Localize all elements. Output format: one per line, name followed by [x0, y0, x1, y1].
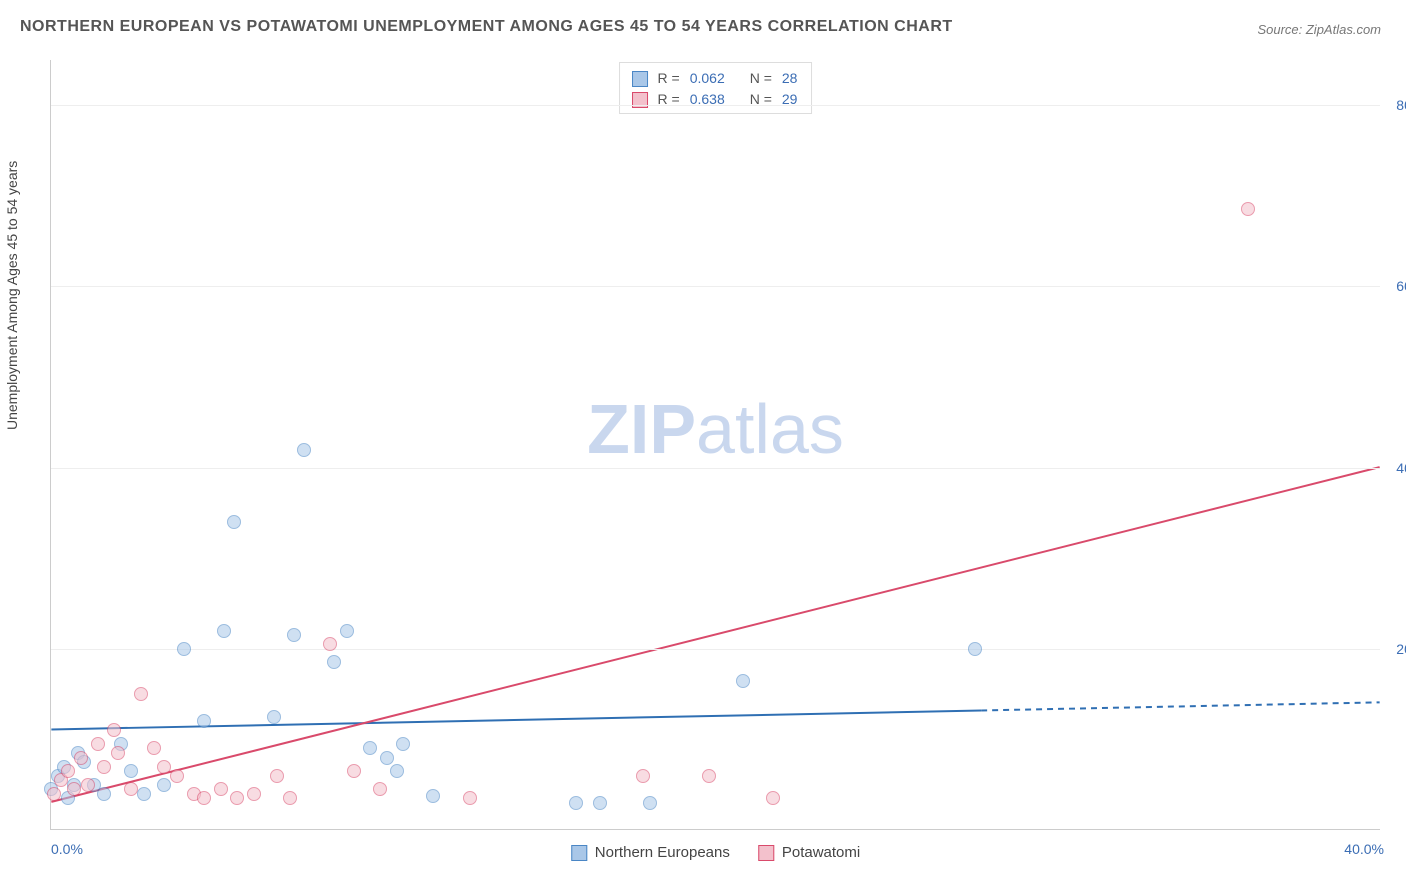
gridline [51, 468, 1380, 469]
y-tick-label: 80.0% [1386, 97, 1406, 113]
y-tick-label: 20.0% [1386, 641, 1406, 657]
data-point [230, 791, 244, 805]
regression-line [51, 467, 1379, 802]
y-axis-label: Unemployment Among Ages 45 to 54 years [4, 161, 20, 430]
legend-swatch [758, 845, 774, 861]
data-point [380, 751, 394, 765]
data-point [137, 787, 151, 801]
gridline [51, 649, 1380, 650]
plot-area: ZIPatlas R =0.062N =28R =0.638N =29 Nort… [50, 60, 1380, 830]
data-point [569, 796, 583, 810]
data-point [91, 737, 105, 751]
legend-label: Potawatomi [782, 844, 860, 861]
chart-container: NORTHERN EUROPEAN VS POTAWATOMI UNEMPLOY… [0, 0, 1406, 892]
data-point [134, 687, 148, 701]
data-point [74, 751, 88, 765]
data-point [147, 741, 161, 755]
watermark-bold: ZIP [587, 390, 696, 468]
x-tick-label: 40.0% [1344, 841, 1384, 857]
n-value: 28 [782, 68, 798, 89]
data-point [426, 789, 440, 803]
data-point [390, 764, 404, 778]
data-point [643, 796, 657, 810]
gridline [51, 286, 1380, 287]
data-point [157, 760, 171, 774]
legend-swatch [632, 71, 648, 87]
data-point [396, 737, 410, 751]
r-value: 0.062 [690, 68, 740, 89]
n-label: N = [750, 89, 772, 110]
data-point [270, 769, 284, 783]
data-point [97, 760, 111, 774]
regression-lines [51, 60, 1380, 829]
n-label: N = [750, 68, 772, 89]
legend-label: Northern Europeans [595, 844, 730, 861]
data-point [97, 787, 111, 801]
watermark: ZIPatlas [587, 389, 844, 469]
data-point [702, 769, 716, 783]
r-label: R = [658, 89, 680, 110]
data-point [170, 769, 184, 783]
data-point [373, 782, 387, 796]
data-point [214, 782, 228, 796]
data-point [636, 769, 650, 783]
data-point [107, 723, 121, 737]
regression-line [51, 710, 981, 729]
data-point [81, 778, 95, 792]
data-point [968, 642, 982, 656]
watermark-light: atlas [696, 390, 844, 468]
data-point [736, 674, 750, 688]
data-point [766, 791, 780, 805]
data-point [67, 782, 81, 796]
data-point [197, 791, 211, 805]
data-point [323, 637, 337, 651]
data-point [287, 628, 301, 642]
y-tick-label: 60.0% [1386, 278, 1406, 294]
data-point [47, 787, 61, 801]
data-point [283, 791, 297, 805]
legend-swatch [571, 845, 587, 861]
data-point [363, 741, 377, 755]
n-value: 29 [782, 89, 798, 110]
y-tick-label: 40.0% [1386, 460, 1406, 476]
chart-title: NORTHERN EUROPEAN VS POTAWATOMI UNEMPLOY… [20, 18, 953, 36]
r-value: 0.638 [690, 89, 740, 110]
gridline [51, 105, 1380, 106]
data-point [124, 782, 138, 796]
legend-item: Northern Europeans [571, 844, 730, 861]
regression-line-dashed [981, 702, 1379, 710]
x-tick-label: 0.0% [51, 841, 83, 857]
data-point [124, 764, 138, 778]
series-legend: Northern Europeans Potawatomi [571, 844, 860, 861]
data-point [463, 791, 477, 805]
data-point [177, 642, 191, 656]
r-label: R = [658, 68, 680, 89]
data-point [247, 787, 261, 801]
legend-item: Potawatomi [758, 844, 860, 861]
source-attribution: Source: ZipAtlas.com [1257, 22, 1381, 37]
data-point [1241, 202, 1255, 216]
data-point [217, 624, 231, 638]
data-point [327, 655, 341, 669]
data-point [61, 764, 75, 778]
data-point [111, 746, 125, 760]
data-point [227, 515, 241, 529]
data-point [297, 443, 311, 457]
data-point [157, 778, 171, 792]
data-point [593, 796, 607, 810]
data-point [347, 764, 361, 778]
stats-row: R = 0.062 N = 28 [632, 68, 798, 89]
data-point [340, 624, 354, 638]
data-point [197, 714, 211, 728]
data-point [267, 710, 281, 724]
stats-row: R = 0.638 N = 29 [632, 89, 798, 110]
